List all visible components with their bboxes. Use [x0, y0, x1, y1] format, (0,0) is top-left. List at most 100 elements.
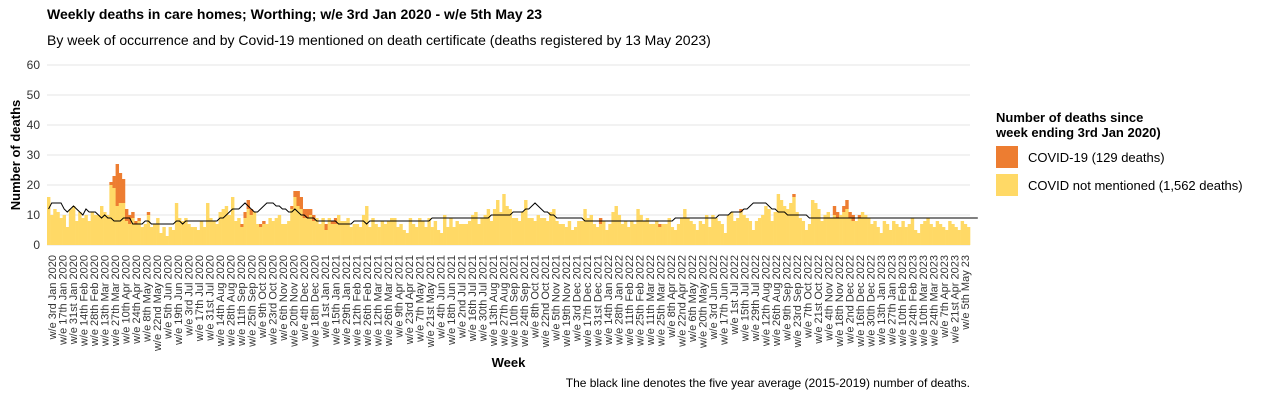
- bar-non-covid: [280, 224, 285, 245]
- x-tick-label: w/e 28th Feb 2020: [89, 255, 101, 347]
- bar-non-covid: [938, 224, 943, 245]
- bar-non-covid: [446, 227, 450, 245]
- x-tick-label: w/e 25th Sep 2020: [247, 255, 259, 348]
- bar-non-covid: [221, 209, 226, 245]
- x-tick-label: w/e 14th Aug 2020: [215, 255, 227, 347]
- bar-non-covid: [246, 209, 250, 245]
- bar-non-covid: [764, 206, 768, 245]
- y-tick-label: 0: [33, 238, 40, 252]
- bar-non-covid: [312, 221, 316, 245]
- bar-non-covid: [336, 215, 341, 245]
- bar-non-covid: [729, 212, 734, 245]
- x-tick-label: w/e 30th Jul 2021: [477, 255, 489, 342]
- bar-non-covid: [449, 218, 453, 245]
- bar-non-covid: [892, 221, 896, 245]
- x-tick-label: w/e 22nd Oct 2021: [540, 255, 552, 348]
- y-tick-label: 30: [27, 148, 41, 162]
- bar-non-covid: [910, 218, 915, 245]
- bar-non-covid: [826, 212, 830, 245]
- bar-non-covid: [508, 209, 512, 245]
- bar-non-covid: [315, 218, 319, 245]
- y-axis-title: Number of deaths: [8, 100, 23, 211]
- bar-non-covid: [642, 221, 647, 245]
- x-tick-label: w/e 27th Aug 2021: [498, 255, 510, 347]
- bar-non-covid: [549, 212, 553, 245]
- bar-non-covid: [552, 209, 556, 245]
- bar-non-covid: [514, 218, 519, 245]
- bar-covid: [305, 209, 310, 218]
- bar-non-covid: [935, 221, 940, 245]
- x-tick-label: w/e 15th Jul 2022: [739, 255, 751, 342]
- x-tick-label: w/e 21st May 2021: [425, 255, 437, 348]
- legend-item-non-covid: COVID not mentioned (1,562 deaths): [996, 174, 1243, 196]
- bar-non-covid: [249, 215, 254, 245]
- bar-non-covid: [789, 203, 793, 245]
- bar-non-covid: [374, 224, 378, 245]
- bar-non-covid: [820, 221, 824, 245]
- bar-covid: [259, 224, 263, 227]
- x-tick-label: w/e 1st Jan 2021: [320, 255, 332, 339]
- bar-non-covid: [651, 224, 656, 245]
- bar-non-covid: [754, 221, 759, 245]
- bar-non-covid: [330, 224, 335, 245]
- bar-covid: [835, 212, 840, 218]
- bar-non-covid: [761, 215, 765, 245]
- bar-non-covid: [689, 221, 693, 245]
- bar-non-covid: [511, 218, 516, 245]
- bar-non-covid: [62, 215, 67, 245]
- bar-non-covid: [602, 221, 606, 245]
- bar-non-covid: [717, 221, 721, 245]
- x-tick-label: w/e 4th Dec 2020: [299, 255, 311, 342]
- bar-non-covid: [776, 194, 781, 245]
- bar-non-covid: [215, 224, 219, 245]
- x-tick-label: w/e 5th May 23: [960, 255, 972, 331]
- bar-non-covid: [692, 224, 696, 245]
- bar-non-covid: [486, 209, 491, 245]
- x-tick-label: w/e 18th Jun 2021: [446, 255, 458, 346]
- average-line: [48, 202, 978, 225]
- x-tick-label: w/e 4th Jun 2021: [435, 255, 447, 340]
- bar-non-covid: [343, 221, 347, 245]
- x-tick-label: w/e 22nd Apr 2022: [677, 255, 689, 348]
- bar-non-covid: [823, 215, 827, 245]
- x-tick-label: w/e 24th Apr 2020: [131, 255, 143, 345]
- bar-non-covid: [299, 209, 303, 245]
- x-tick-label: w/e 3rd Dec 2021: [572, 255, 584, 342]
- legend: Number of deaths since week ending 3rd J…: [996, 110, 1243, 196]
- legend-title-line1: Number of deaths since: [996, 110, 1144, 125]
- bar-non-covid: [365, 206, 369, 245]
- bar-non-covid: [230, 197, 235, 245]
- bar-non-covid: [695, 230, 700, 245]
- bar-non-covid: [100, 206, 104, 245]
- bar-covid: [658, 224, 662, 227]
- bar-non-covid: [736, 218, 740, 245]
- bar-non-covid: [408, 218, 413, 245]
- bar-non-covid: [93, 215, 98, 245]
- x-tick-label: w/e 12th Mar 2021: [372, 255, 384, 347]
- bar-non-covid: [704, 215, 709, 245]
- bar-non-covid: [848, 218, 852, 245]
- bar-non-covid: [773, 212, 777, 245]
- bar-non-covid: [492, 209, 497, 245]
- x-tick-label: w/e 31st Jul 2020: [205, 255, 217, 342]
- x-tick-label: w/e 17th Jul 2020: [194, 255, 206, 342]
- x-tick-label: w/e 13th Mar 2020: [100, 255, 112, 347]
- bar-non-covid: [53, 209, 57, 245]
- bar-non-covid: [854, 221, 859, 245]
- x-tick-label: w/e 25th Feb 2022: [635, 255, 647, 347]
- x-tick-label: w/e 13th Aug 2021: [488, 255, 500, 347]
- bar-non-covid: [667, 218, 671, 245]
- bar-non-covid: [327, 218, 332, 245]
- bar-non-covid: [898, 227, 902, 245]
- x-tick-label: w/e 9th Apr 2021: [393, 255, 405, 339]
- bar-non-covid: [324, 230, 328, 245]
- bar-non-covid: [873, 221, 877, 245]
- bar-non-covid: [948, 221, 952, 245]
- bar-non-covid: [402, 230, 406, 245]
- bar-non-covid: [455, 221, 459, 245]
- bar-covid: [324, 224, 328, 230]
- bar-non-covid: [499, 212, 503, 245]
- bar-non-covid: [349, 227, 353, 245]
- bar-non-covid: [418, 218, 422, 245]
- bar-non-covid: [770, 221, 774, 245]
